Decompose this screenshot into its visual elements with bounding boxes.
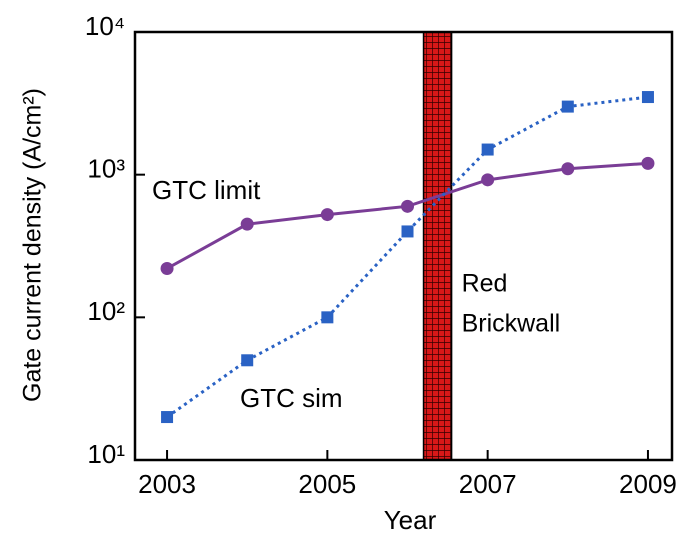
y-axis-title: Gate current density (A/cm²) [19,88,47,402]
x-axis-title: Year [384,505,437,535]
brickwall-label: Red [462,270,508,298]
series-label: GTC limit [152,175,261,205]
y-tick-label: 10³ [87,154,125,184]
brickwall-label: Brickwall [462,310,561,338]
y-tick-label: 10⁴ [85,11,125,41]
point [481,173,495,187]
series-label: GTC sim [240,383,343,413]
point [321,311,334,324]
y-tick-label: 10² [87,296,125,326]
point [561,100,574,113]
brickwall [422,31,453,461]
point [641,91,654,104]
x-tick-label: 2007 [459,469,517,499]
point [240,217,254,231]
point [241,354,254,367]
point [561,162,575,176]
point [161,411,174,424]
x-tick-label: 2009 [619,469,677,499]
series-line [166,95,649,419]
point [401,225,414,238]
point [641,156,655,170]
x-tick-label: 2005 [298,469,356,499]
point [320,208,334,222]
point [481,143,494,156]
point [160,261,174,275]
plot-frame [133,30,674,462]
point [401,199,415,213]
x-tick-label: 2003 [138,469,196,499]
y-tick-label: 10¹ [87,439,125,469]
